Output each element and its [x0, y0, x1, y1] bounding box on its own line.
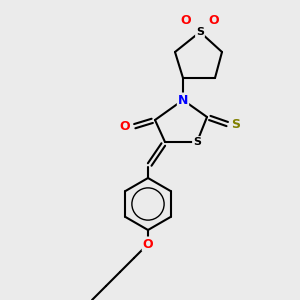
Text: O: O	[181, 14, 191, 26]
Text: S: S	[193, 137, 201, 147]
Text: O: O	[143, 238, 153, 250]
Text: O: O	[209, 14, 219, 26]
Text: O: O	[120, 121, 130, 134]
Text: N: N	[178, 94, 188, 106]
Text: S: S	[196, 27, 204, 37]
Text: S: S	[232, 118, 241, 131]
